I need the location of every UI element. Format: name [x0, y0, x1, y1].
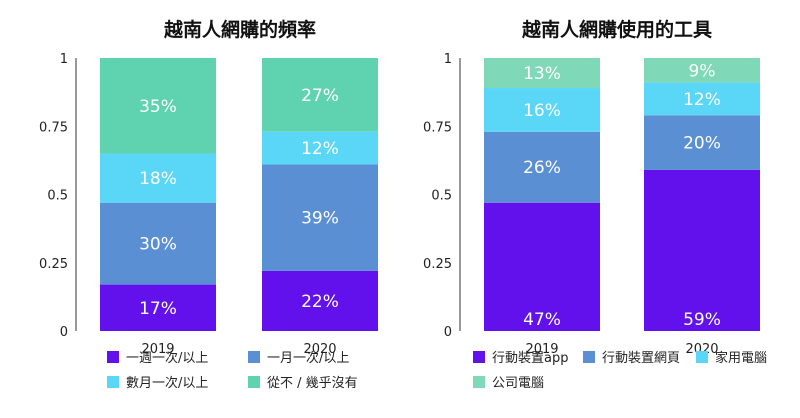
- legend-swatch: [248, 376, 260, 388]
- bar-segment: [262, 164, 378, 271]
- bar-data-label: 47%: [523, 310, 561, 330]
- bar-segment: [484, 88, 600, 132]
- y-tick-label: 0.75: [423, 120, 452, 135]
- bar-segment: [262, 270, 378, 331]
- bar-segment: [484, 58, 600, 89]
- bar-data-label: 9%: [689, 61, 716, 81]
- y-tick-label: 0.5: [47, 189, 68, 204]
- legend-label: 一週一次/以上: [126, 350, 208, 366]
- bar-data-label: 12%: [301, 139, 339, 159]
- legend-swatch: [473, 376, 485, 388]
- y-tick-label: 0: [60, 325, 68, 340]
- legend-label: 數月一次/以上: [126, 375, 208, 391]
- bar-segment: [644, 58, 760, 83]
- legend-label: 從不 / 幾乎沒有: [267, 376, 358, 391]
- bar-data-label: 17%: [139, 299, 177, 319]
- chart-title: 越南人網購的頻率: [163, 18, 316, 41]
- x-tick-label: 2019: [525, 342, 558, 357]
- bar-segment: [644, 169, 760, 331]
- x-tick-label: 2020: [303, 342, 336, 357]
- legend-label: 一月一次/以上: [267, 350, 349, 366]
- legend-swatch: [107, 376, 119, 388]
- x-tick-label: 2020: [685, 342, 718, 357]
- bar-segment: [262, 131, 378, 165]
- bar-segment: [100, 58, 216, 154]
- legend-label: 行動裝置網頁: [602, 351, 680, 366]
- bar-segment: [644, 82, 760, 116]
- bar-segment: [644, 115, 760, 170]
- y-tick-label: 0.25: [423, 257, 452, 272]
- y-tick-label: 0.25: [39, 257, 68, 272]
- bar-segment: [100, 202, 216, 285]
- bar-data-label: 16%: [523, 101, 561, 121]
- legend-swatch: [107, 351, 119, 363]
- bar-segment: [484, 131, 600, 203]
- y-tick-label: 0: [444, 325, 452, 340]
- bar-segment: [262, 58, 378, 132]
- y-tick-label: 1: [60, 52, 68, 67]
- legend-label: 家用電腦: [715, 350, 767, 366]
- chart-2: 越南人網購使用的工具 0 0.25 0.5 0.75 1 47% 26% 16% 13% 2019 5…: [423, 18, 767, 391]
- bar-data-label: 18%: [139, 169, 177, 189]
- legend-swatch: [583, 351, 595, 363]
- y-tick-label: 0.75: [39, 120, 68, 135]
- bar-data-label: 39%: [301, 209, 339, 229]
- y-tick-label: 1: [444, 52, 452, 67]
- bar-data-label: 27%: [301, 86, 339, 106]
- bar-data-label: 22%: [301, 292, 339, 312]
- y-tick-label: 0.5: [431, 189, 452, 204]
- bar-data-label: 20%: [683, 134, 721, 154]
- bar-segment: [100, 284, 216, 331]
- legend-swatch: [473, 351, 485, 363]
- bar-data-label: 35%: [139, 97, 177, 117]
- bar-data-label: 26%: [523, 158, 561, 178]
- legend-label: 行動裝置app: [492, 351, 568, 366]
- x-tick-label: 2019: [141, 342, 174, 357]
- bar-segment: [484, 202, 600, 331]
- legend-swatch: [696, 351, 708, 363]
- legend-label: 公司電腦: [492, 376, 544, 391]
- chart-1: 越南人網購的頻率 0 0.25 0.5 0.75 1 17% 30% 18% 35% 2019 22%…: [39, 18, 378, 391]
- bar-data-label: 30%: [139, 235, 177, 255]
- bar-segment: [100, 153, 216, 203]
- bar-data-label: 12%: [683, 90, 721, 110]
- chart-title: 越南人網購使用的工具: [521, 18, 712, 41]
- legend-swatch: [248, 351, 260, 363]
- bar-data-label: 13%: [523, 64, 561, 84]
- bar-data-label: 59%: [683, 310, 721, 330]
